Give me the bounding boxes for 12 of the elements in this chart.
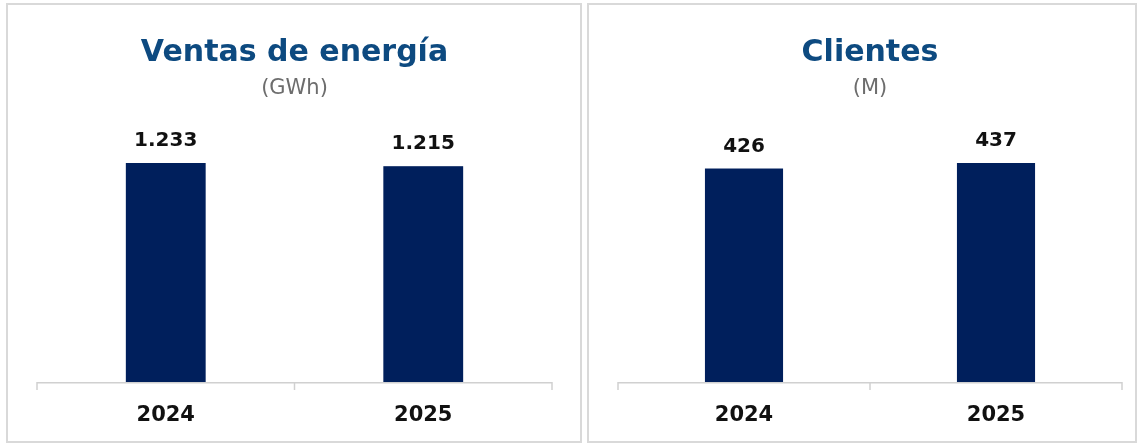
- x-tick-label: 2024: [136, 402, 195, 426]
- chart-subtitle: (GWh): [261, 75, 328, 99]
- x-tick-label: 2025: [966, 402, 1026, 426]
- data-label: 1.215: [391, 130, 455, 155]
- data-label: 437: [975, 127, 1017, 151]
- chart-title: Clientes: [801, 33, 939, 68]
- x-tick-label: 2025: [394, 402, 453, 426]
- chart-subtitle: (M): [852, 75, 888, 99]
- chart-title: Ventas de energía: [140, 33, 449, 68]
- data-label: 1.233: [134, 127, 198, 151]
- data-label: 426: [723, 132, 765, 157]
- x-tick-label: 2024: [714, 402, 774, 426]
